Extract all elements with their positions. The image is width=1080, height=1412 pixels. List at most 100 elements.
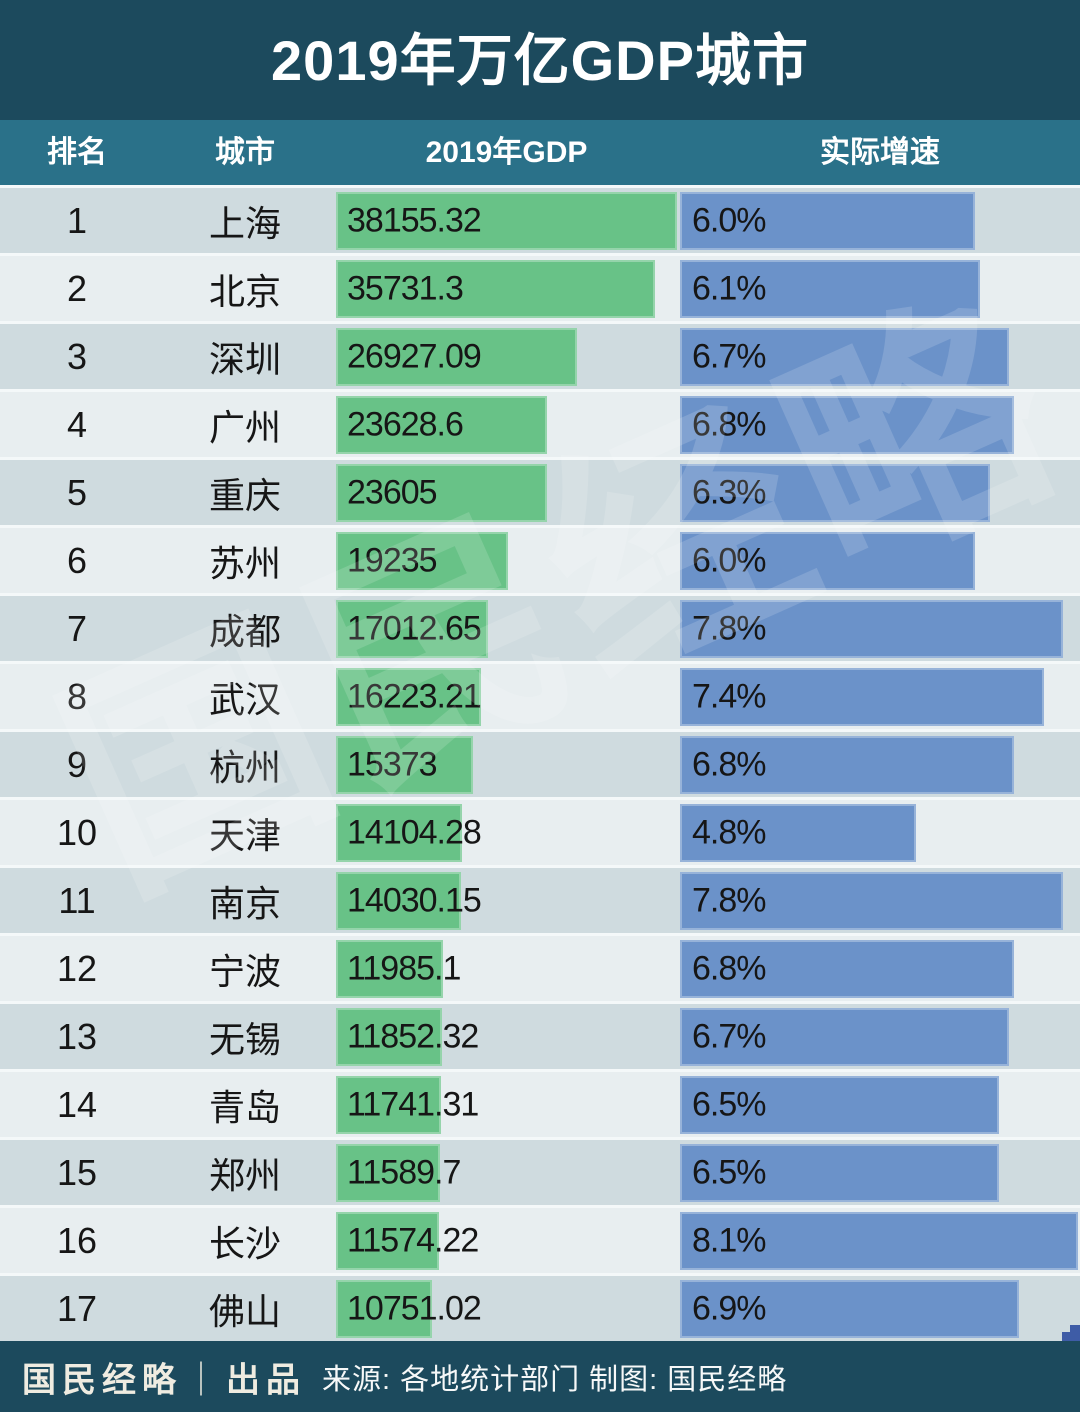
gdp-bar [336, 1143, 440, 1202]
gdp-bar [336, 395, 548, 454]
city-cell: 杭州 [208, 746, 281, 788]
rank-cell: 17 [56, 1287, 98, 1329]
growth-value: 6.9% [692, 1289, 766, 1327]
gdp-value: 14104.28 [347, 813, 482, 851]
gdp-bar [336, 327, 577, 386]
header-rank: 排名 [47, 136, 107, 169]
footer: 国民经略｜出品 来源: 各地统计部门 制图: 国民经略 [0, 1341, 1080, 1412]
gdp-value: 23628.6 [347, 405, 464, 443]
gdp-bar [336, 939, 444, 998]
gdp-bar [336, 667, 481, 726]
growth-bar [680, 667, 1044, 726]
growth-value: 4.8% [692, 813, 766, 851]
gdp-bar [336, 1007, 442, 1066]
growth-bar [680, 599, 1064, 658]
gdp-value: 11574.22 [347, 1221, 479, 1259]
rank-cell: 4 [66, 403, 88, 445]
city-cell: 佛山 [208, 1290, 281, 1332]
city-cell: 深圳 [208, 338, 281, 380]
table-row: 1 上海 38155.32 6.0% [0, 185, 1080, 253]
rank-cell: 8 [66, 675, 88, 717]
gdp-value: 11589.7 [347, 1153, 461, 1191]
city-cell: 宁波 [208, 950, 281, 992]
rank-cell: 7 [66, 607, 88, 649]
table-row: 13 无锡 11852.32 6.7% [0, 1001, 1080, 1069]
rank-cell: 1 [66, 199, 88, 241]
growth-bar [680, 871, 1064, 930]
growth-value: 6.7% [692, 1017, 766, 1055]
city-cell: 重庆 [208, 474, 281, 516]
table-row: 10 天津 14104.28 4.8% [0, 797, 1080, 865]
growth-value: 7.8% [692, 609, 766, 647]
city-cell: 青岛 [208, 1086, 281, 1128]
table-row: 5 重庆 23605 6.3% [0, 457, 1080, 525]
gdp-value: 10751.02 [347, 1289, 482, 1327]
rank-cell: 3 [66, 335, 88, 377]
brand-divider: ｜ [184, 1360, 224, 1400]
table-row: 8 武汉 16223.21 7.4% [0, 661, 1080, 729]
table-row: 17 佛山 10751.02 6.9% [0, 1273, 1080, 1341]
gdp-value: 11852.32 [347, 1017, 479, 1055]
growth-bar [680, 1279, 1020, 1338]
rank-cell: 14 [56, 1083, 98, 1125]
rank-cell: 9 [66, 743, 88, 785]
growth-value: 6.0% [692, 541, 766, 579]
growth-bar [680, 259, 980, 318]
gdp-bar [336, 871, 462, 930]
gdp-value: 35731.3 [347, 269, 464, 307]
city-cell: 北京 [208, 270, 281, 312]
rank-cell: 15 [56, 1151, 98, 1193]
rank-cell: 10 [56, 811, 98, 853]
table-row: 3 深圳 26927.09 6.7% [0, 321, 1080, 389]
gdp-bar [336, 1279, 433, 1338]
brand-logo: 国民经略｜出品 [22, 1352, 306, 1401]
rank-cell: 11 [58, 879, 96, 921]
rank-cell: 13 [56, 1015, 98, 1057]
gdp-bar [336, 259, 656, 318]
gdp-bar [336, 803, 463, 862]
rank-cell: 12 [56, 947, 98, 989]
table-body: 1 上海 38155.32 6.0% 2 北京 35731.3 6.1% 3 深… [0, 185, 1080, 1341]
table-row: 6 苏州 19235 6.0% [0, 525, 1080, 593]
gdp-value: 17012.65 [347, 609, 482, 647]
table-row: 4 广州 23628.6 6.8% [0, 389, 1080, 457]
rank-cell: 16 [56, 1219, 98, 1261]
gdp-bar [336, 1211, 440, 1270]
gdp-value: 16223.21 [347, 677, 482, 715]
city-cell: 长沙 [208, 1222, 281, 1264]
gdp-bar [336, 463, 547, 522]
growth-bar [680, 531, 975, 590]
table-row: 2 北京 35731.3 6.1% [0, 253, 1080, 321]
gdp-bar [336, 191, 677, 250]
table-row: 9 杭州 15373 6.8% [0, 729, 1080, 797]
city-cell: 成都 [208, 610, 281, 652]
growth-bar [680, 939, 1015, 998]
table-row: 12 宁波 11985.1 6.8% [0, 933, 1080, 1001]
growth-value: 6.8% [692, 745, 766, 783]
growth-value: 6.3% [692, 473, 766, 511]
growth-value: 7.8% [692, 881, 766, 919]
growth-value: 7.4% [692, 677, 766, 715]
table-header: 排名 城市 2019年GDP 实际增速 [0, 120, 1080, 185]
gdp-value: 15373 [347, 745, 438, 783]
gdp-value: 14030.15 [347, 881, 482, 919]
table-row: 11 南京 14030.15 7.8% [0, 865, 1080, 933]
growth-bar [680, 1075, 1000, 1134]
growth-value: 6.8% [692, 405, 766, 443]
table-row: 14 青岛 11741.31 6.5% [0, 1069, 1080, 1137]
source-note: 来源: 各地统计部门 制图: 国民经略 [322, 1363, 788, 1396]
header-gdp: 2019年GDP [425, 136, 588, 169]
city-cell: 南京 [208, 882, 281, 924]
gdp-bar [336, 599, 489, 658]
gdp-value: 19235 [347, 541, 438, 579]
gdp-value: 23605 [347, 473, 438, 511]
brand-suffix: 出品 [226, 1360, 306, 1400]
growth-bar [680, 1143, 1000, 1202]
growth-bar [680, 463, 990, 522]
city-cell: 天津 [208, 814, 281, 856]
corner-mark-icon [1062, 1322, 1080, 1341]
growth-value: 6.1% [692, 269, 766, 307]
growth-value: 8.1% [692, 1221, 766, 1259]
gdp-value: 38155.32 [347, 201, 482, 239]
growth-value: 6.0% [692, 201, 766, 239]
